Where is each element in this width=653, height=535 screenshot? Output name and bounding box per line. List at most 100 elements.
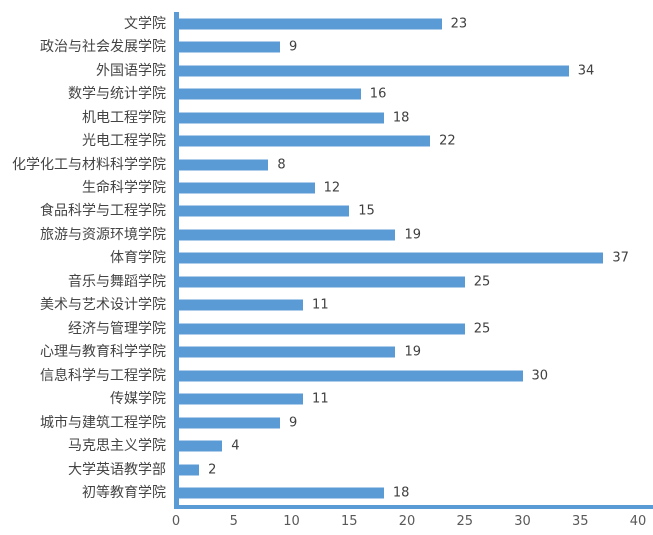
bar-track: 18 (176, 106, 638, 129)
x-tick-label: 35 (571, 514, 589, 529)
bar-row: 生命科学学院 12 (0, 176, 653, 199)
category-label: 光电工程学院 (82, 133, 166, 150)
plot-area: 文学院 23 政治与社会发展学院 9 外国语学院 34 数学与统计学院 16 机电工程学院 18 光… (0, 12, 653, 505)
bar (176, 487, 384, 499)
bar-value-label: 15 (358, 203, 375, 219)
bar-track: 11 (176, 294, 638, 317)
bar-value-label: 19 (404, 344, 421, 360)
category-label: 化学化工与材料科学学院 (12, 156, 166, 173)
category-label: 马克思主义学院 (68, 438, 166, 455)
category-label: 城市与建筑工程学院 (40, 414, 166, 431)
bar-value-label: 12 (323, 180, 341, 196)
bar-row: 大学英语教学部 2 (0, 458, 653, 481)
bar (176, 276, 465, 288)
bar (176, 65, 569, 77)
bar-value-label: 19 (404, 227, 421, 243)
category-label: 生命科学学院 (82, 180, 166, 197)
bar-value-label: 11 (312, 297, 329, 313)
bar-row: 光电工程学院 22 (0, 129, 653, 152)
x-tick-label: 0 (171, 514, 181, 529)
bar-value-label: 16 (369, 86, 387, 102)
bar-value-label: 30 (531, 368, 549, 384)
bar-value-label: 25 (473, 321, 491, 337)
bar (176, 299, 304, 311)
x-tick-label: 15 (340, 514, 358, 529)
bar (176, 370, 523, 382)
bar (176, 135, 431, 147)
bar-row: 音乐与舞蹈学院 25 (0, 270, 653, 293)
bar-track: 12 (176, 176, 638, 199)
bar (176, 464, 200, 476)
bar (176, 417, 280, 429)
bar-value-label: 9 (288, 39, 298, 55)
category-label: 美术与艺术设计学院 (40, 297, 166, 314)
bar-row: 数学与统计学院 16 (0, 82, 653, 105)
bar-row: 城市与建筑工程学院 9 (0, 411, 653, 434)
bar-row: 初等教育学院 18 (0, 481, 653, 504)
bar-row: 经济与管理学院 25 (0, 317, 653, 340)
category-label: 体育学院 (110, 250, 166, 267)
x-tick-label: 20 (398, 514, 416, 529)
category-label: 机电工程学院 (82, 109, 166, 126)
bar-row: 政治与社会发展学院 9 (0, 35, 653, 58)
bar-row: 美术与艺术设计学院 11 (0, 294, 653, 317)
bar-value-label: 9 (288, 415, 298, 431)
bar-track: 30 (176, 364, 638, 387)
bar (176, 393, 304, 405)
bar-row: 食品科学与工程学院 15 (0, 200, 653, 223)
bar-track: 22 (176, 129, 638, 152)
x-tick-label: 30 (514, 514, 531, 529)
bar-row: 马克思主义学院 4 (0, 434, 653, 457)
bar-track: 2 (176, 458, 638, 481)
x-tick-label: 10 (283, 514, 300, 529)
bar-value-label: 37 (612, 250, 629, 266)
bar (176, 182, 315, 194)
bar-row: 化学化工与材料科学学院 8 (0, 153, 653, 176)
category-label: 音乐与舞蹈学院 (68, 273, 166, 290)
bar (176, 41, 280, 53)
category-label: 经济与管理学院 (68, 320, 166, 337)
bar-value-label: 18 (392, 110, 410, 126)
bar-row: 旅游与资源环境学院 19 (0, 223, 653, 246)
x-tick-label: 5 (229, 514, 238, 529)
x-tick-label: 25 (456, 514, 474, 529)
bar-value-label: 34 (577, 63, 595, 79)
bar (176, 159, 269, 171)
bar (176, 112, 384, 124)
bar-track: 4 (176, 434, 638, 457)
category-label: 数学与统计学院 (68, 86, 166, 103)
bar-row: 文学院 23 (0, 12, 653, 35)
bar-track: 8 (176, 153, 638, 176)
bar-value-label: 25 (473, 274, 491, 290)
x-axis-line (174, 505, 653, 509)
category-label: 大学英语教学部 (68, 461, 166, 478)
bar (176, 205, 350, 217)
bar-track: 25 (176, 317, 638, 340)
bar-value-label: 4 (231, 438, 240, 454)
x-axis-ticks: 0 5 10 15 20 25 30 35 40 (172, 514, 646, 532)
bar (176, 346, 396, 358)
bar-track: 15 (176, 200, 638, 223)
bar (176, 252, 604, 264)
y-axis-line (174, 12, 179, 509)
bar-value-label: 23 (450, 16, 468, 32)
category-label: 初等教育学院 (82, 485, 166, 502)
category-label: 传媒学院 (110, 391, 166, 408)
bar-row: 心理与教育科学学院 19 (0, 341, 653, 364)
bar (176, 323, 465, 335)
bar-value-label: 18 (392, 485, 410, 501)
bar-value-label: 11 (312, 391, 329, 407)
category-label: 政治与社会发展学院 (40, 39, 166, 56)
bar-track: 16 (176, 82, 638, 105)
bar (176, 88, 361, 100)
bar-track: 9 (176, 35, 638, 58)
bar-track: 11 (176, 388, 638, 411)
bar-track: 25 (176, 270, 638, 293)
category-label: 文学院 (124, 15, 166, 32)
bar-row: 传媒学院 11 (0, 388, 653, 411)
bar (176, 229, 396, 241)
bar-row: 外国语学院 34 (0, 59, 653, 82)
x-tick-label: 40 (629, 514, 647, 529)
bar-track: 23 (176, 12, 638, 35)
